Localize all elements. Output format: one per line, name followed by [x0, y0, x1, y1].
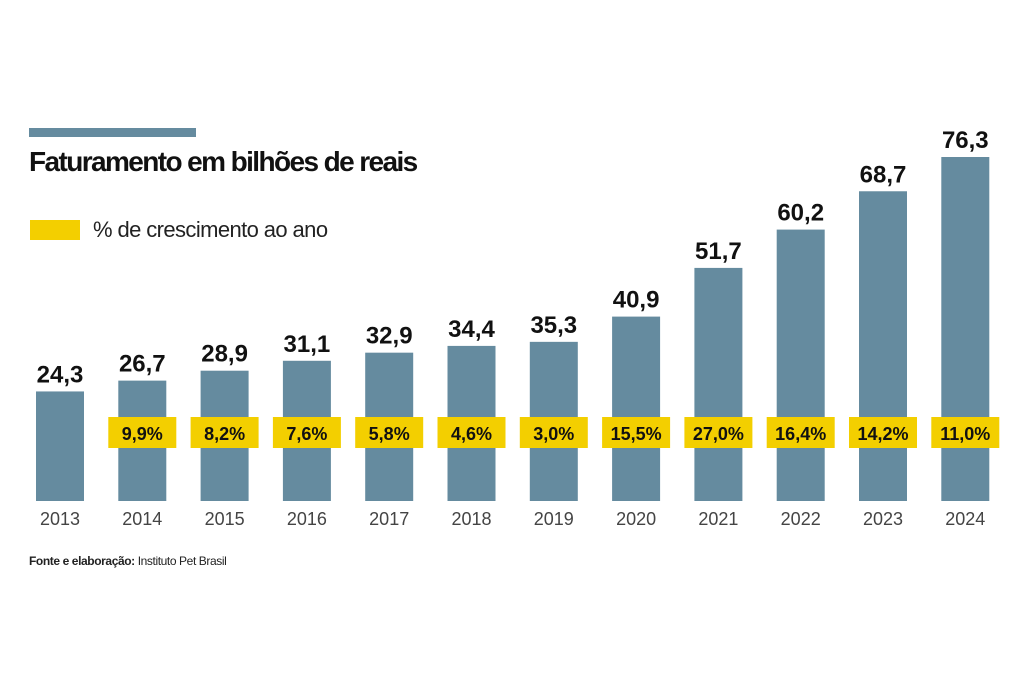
- growth-badge-2023: [849, 417, 917, 448]
- x-tick-label-2022: 2022: [781, 509, 821, 529]
- growth-label-2023: 14,2%: [857, 424, 908, 444]
- growth-label-2015: 8,2%: [204, 424, 245, 444]
- x-tick-label-2014: 2014: [122, 509, 162, 529]
- growth-badge-2024: [931, 417, 1000, 448]
- growth-badge-2022: [766, 417, 835, 448]
- growth-badge-2018: [437, 417, 506, 448]
- growth-badge-2017: [355, 417, 424, 448]
- value-label-2015: 28,9: [201, 341, 248, 368]
- legend: % de crescimento ao ano: [30, 217, 328, 243]
- value-label-2021: 51,7: [695, 238, 742, 265]
- growth-label-2019: 3,0%: [533, 424, 574, 444]
- legend-label-growth: % de crescimento ao ano: [93, 217, 328, 242]
- x-tick-label-2020: 2020: [616, 509, 656, 529]
- bar-2022: [776, 229, 825, 501]
- bar-2020: [612, 316, 661, 501]
- growth-label-2024: 11,0%: [940, 424, 990, 444]
- value-label-2016: 31,1: [284, 331, 331, 358]
- value-label-2022: 60,2: [777, 200, 824, 227]
- value-label-2014: 26,7: [119, 351, 166, 378]
- x-tick-label-2015: 2015: [205, 509, 245, 529]
- value-label-2020: 40,9: [613, 287, 660, 314]
- value-label-2013: 24,3: [37, 361, 84, 388]
- bar-2021: [694, 267, 743, 501]
- chart-title: Faturamento em bilhões de reais: [29, 146, 418, 177]
- growth-badge-2015: [190, 417, 259, 448]
- x-tick-label-2013: 2013: [40, 509, 80, 529]
- x-tick-label-2018: 2018: [451, 509, 491, 529]
- value-label-2019: 35,3: [530, 312, 577, 339]
- growth-label-2020: 15,5%: [611, 424, 662, 444]
- bar-2013: [36, 391, 84, 501]
- legend-swatch-growth: [30, 220, 80, 240]
- x-tick-label-2016: 2016: [287, 509, 327, 529]
- growth-label-2014: 9,9%: [122, 424, 163, 444]
- growth-label-2021: 27,0%: [693, 424, 744, 444]
- growth-badge-2021: [684, 417, 753, 448]
- growth-badge-2016: [272, 417, 341, 448]
- bar-2024: [941, 157, 990, 501]
- value-label-2024: 76,3: [942, 127, 989, 154]
- value-label-2017: 32,9: [366, 323, 413, 350]
- growth-label-2022: 16,4%: [775, 424, 826, 444]
- growth-label-2016: 7,6%: [286, 424, 327, 444]
- x-tick-label-2023: 2023: [863, 509, 903, 529]
- bar-2023: [859, 191, 907, 501]
- x-tick-label-2024: 2024: [945, 509, 985, 529]
- value-label-2023: 68,7: [860, 161, 907, 188]
- source-note: Fonte e elaboração: Instituto Pet Brasil: [29, 554, 227, 568]
- growth-badge-2019: [519, 417, 588, 448]
- title-accent-rule: [29, 128, 196, 137]
- source-label: Fonte e elaboração:: [29, 554, 135, 568]
- growth-badge-2014: [108, 417, 177, 448]
- x-tick-label-2019: 2019: [534, 509, 574, 529]
- source-value: Instituto Pet Brasil: [137, 554, 227, 568]
- growth-label-2017: 5,8%: [369, 424, 410, 444]
- x-tick-label-2017: 2017: [369, 509, 409, 529]
- value-label-2018: 34,4: [448, 316, 495, 343]
- growth-label-2018: 4,6%: [451, 424, 492, 444]
- growth-badge-2020: [602, 417, 671, 448]
- x-tick-label-2021: 2021: [698, 509, 738, 529]
